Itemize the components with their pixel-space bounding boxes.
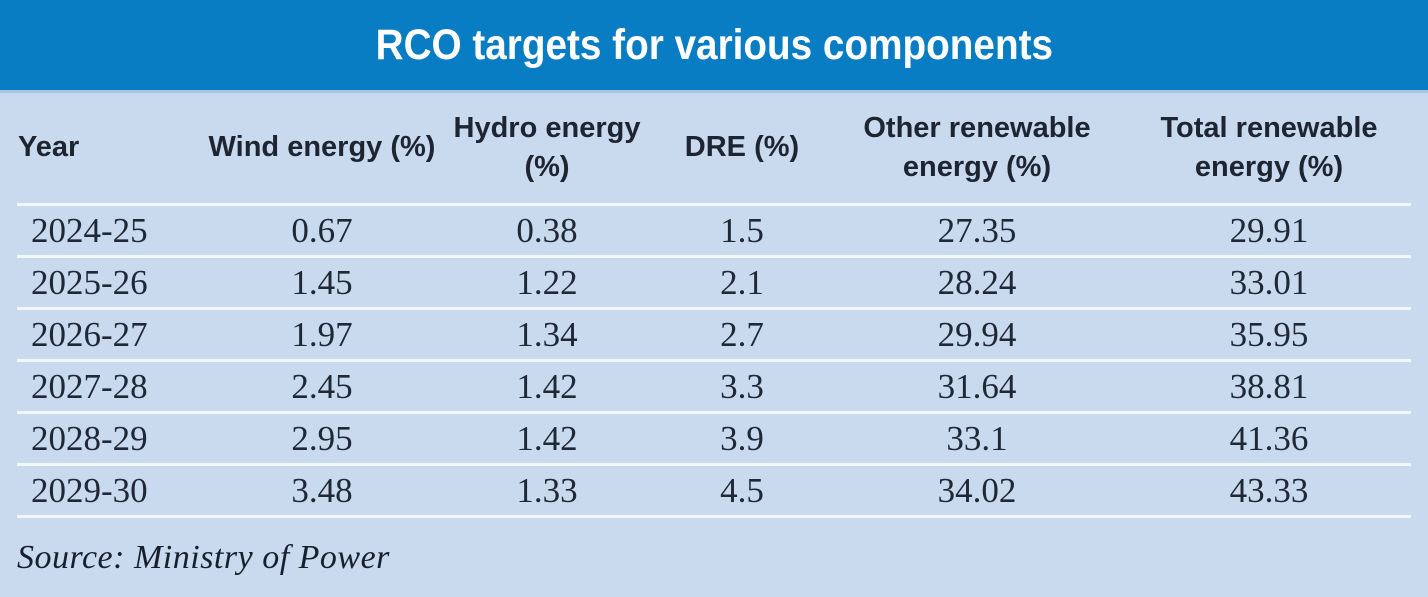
- year-cell: 2024-25: [17, 203, 207, 257]
- value-cell: 29.94: [827, 307, 1127, 361]
- column-header-hydro: Hydro energy (%): [437, 93, 657, 205]
- value-cell: 2.7: [657, 307, 827, 361]
- year-cell: 2028-29: [17, 411, 207, 465]
- table-row: 2028-29 2.95 1.42 3.9 33.1 41.36: [17, 411, 1411, 465]
- value-cell: 3.3: [657, 359, 827, 413]
- value-cell: 2.95: [207, 411, 437, 465]
- table-wrap: Year Wind energy (%) Hydro energy (%) DR…: [0, 93, 1428, 518]
- value-cell: 3.9: [657, 411, 827, 465]
- title-bar: RCO targets for various components: [0, 0, 1428, 93]
- value-cell: 1.97: [207, 307, 437, 361]
- value-cell: 33.01: [1127, 255, 1411, 309]
- column-header-wind: Wind energy (%): [207, 93, 437, 205]
- source-row: Source: Ministry of Power: [0, 518, 1428, 597]
- table-row: 2027-28 2.45 1.42 3.3 31.64 38.81: [17, 359, 1411, 413]
- table-row: 2026-27 1.97 1.34 2.7 29.94 35.95: [17, 307, 1411, 361]
- value-cell: 33.1: [827, 411, 1127, 465]
- table-row: 2025-26 1.45 1.22 2.1 28.24 33.01: [17, 255, 1411, 309]
- value-cell: 29.91: [1127, 203, 1411, 257]
- value-cell: 0.67: [207, 203, 437, 257]
- column-header-label: Hydro energy (%): [453, 111, 641, 183]
- column-header-label: Total renewable energy (%): [1160, 111, 1378, 183]
- value-cell: 4.5: [657, 463, 827, 518]
- column-header-label: Year: [18, 131, 80, 164]
- year-cell: 2026-27: [17, 307, 207, 361]
- value-cell: 1.45: [207, 255, 437, 309]
- value-cell: 27.35: [827, 203, 1127, 257]
- column-header-total-renewable: Total renewable energy (%): [1127, 93, 1411, 205]
- value-cell: 1.42: [437, 359, 657, 413]
- column-header-label: DRE (%): [684, 131, 800, 164]
- source-note: Source: Ministry of Power: [17, 538, 390, 576]
- header-row: Year Wind energy (%) Hydro energy (%) DR…: [17, 93, 1411, 205]
- value-cell: 38.81: [1127, 359, 1411, 413]
- column-header-other-renewable: Other renewable energy (%): [827, 93, 1127, 205]
- value-cell: 2.1: [657, 255, 827, 309]
- year-cell: 2029-30: [17, 463, 207, 518]
- value-cell: 1.22: [437, 255, 657, 309]
- value-cell: 41.36: [1127, 411, 1411, 465]
- column-header-year: Year: [17, 93, 207, 205]
- value-cell: 28.24: [827, 255, 1127, 309]
- value-cell: 43.33: [1127, 463, 1411, 518]
- table-body: 2024-25 0.67 0.38 1.5 27.35 29.91 2025-26 1.45 1…: [17, 203, 1411, 518]
- value-cell: 1.34: [437, 307, 657, 361]
- page-title: RCO targets for various components: [375, 20, 1053, 69]
- value-cell: 0.38: [437, 203, 657, 257]
- value-cell: 1.33: [437, 463, 657, 518]
- value-cell: 3.48: [207, 463, 437, 518]
- value-cell: 31.64: [827, 359, 1127, 413]
- year-cell: 2025-26: [17, 255, 207, 309]
- year-cell: 2027-28: [17, 359, 207, 413]
- table-row: 2024-25 0.67 0.38 1.5 27.35 29.91: [17, 203, 1411, 257]
- value-cell: 1.5: [657, 203, 827, 257]
- column-header-label: Other renewable energy (%): [863, 111, 1091, 183]
- infographic-frame: RCO targets for various components Year …: [0, 0, 1428, 576]
- table-row: 2029-30 3.48 1.33 4.5 34.02 43.33: [17, 463, 1411, 518]
- rco-targets-table: Year Wind energy (%) Hydro energy (%) DR…: [17, 93, 1411, 518]
- column-header-dre: DRE (%): [657, 93, 827, 205]
- value-cell: 2.45: [207, 359, 437, 413]
- column-header-label: Wind energy (%): [208, 131, 436, 164]
- value-cell: 34.02: [827, 463, 1127, 518]
- value-cell: 1.42: [437, 411, 657, 465]
- value-cell: 35.95: [1127, 307, 1411, 361]
